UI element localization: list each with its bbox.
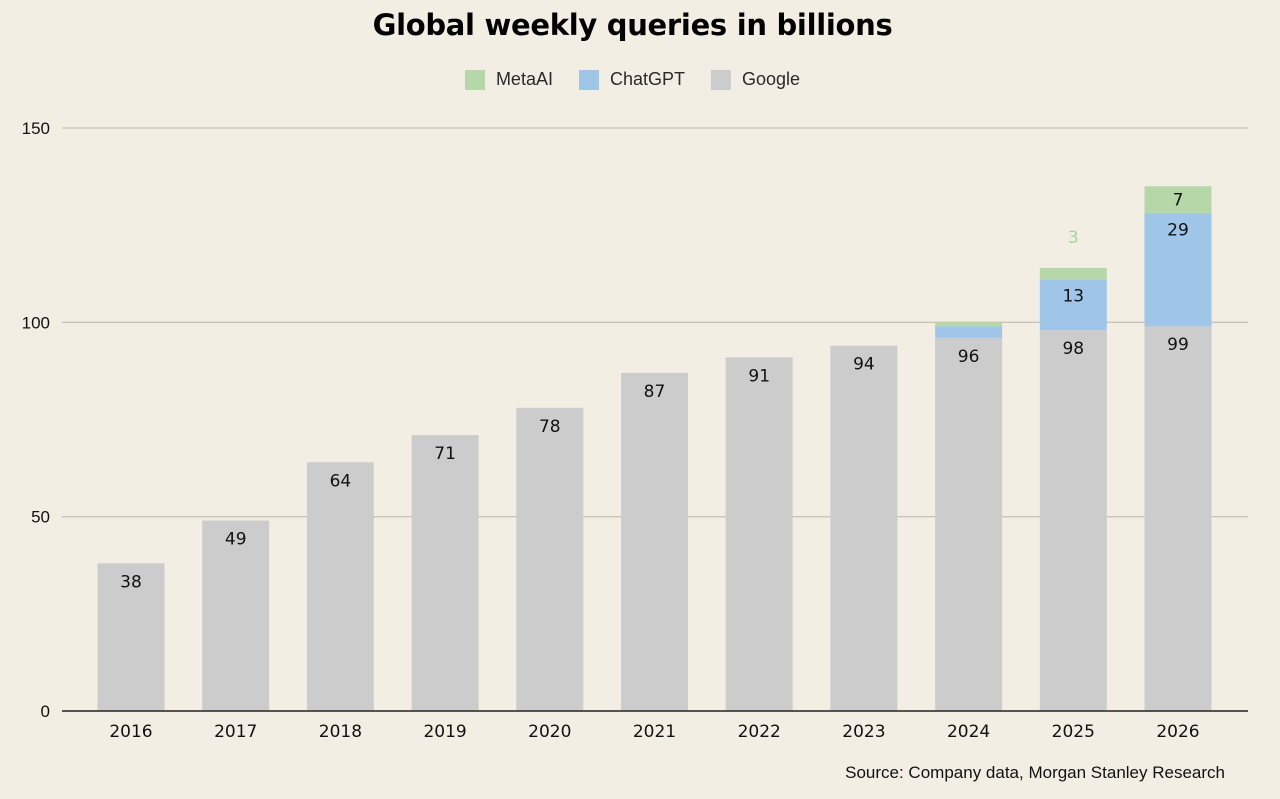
legend-item-chatgpt[interactable]: ChatGPT	[578, 69, 685, 90]
x-tick-label-2025: 2025	[1052, 722, 1095, 742]
data-label-google-2020: 78	[539, 417, 561, 437]
bar-google-2025	[1039, 330, 1107, 711]
data-label-google-2026: 99	[1167, 335, 1189, 355]
legend-swatch-metaai	[464, 69, 485, 90]
data-label-google-2019: 71	[434, 444, 456, 464]
data-label-google-2021: 87	[644, 382, 666, 402]
legend-swatch-chatgpt	[578, 69, 599, 90]
chart-title: Global weekly queries in billions	[372, 8, 893, 42]
data-label-google-2018: 64	[330, 471, 352, 491]
x-tick-label-2017: 2017	[214, 722, 257, 742]
legend-item-google[interactable]: Google	[711, 69, 800, 90]
bar-google-2017	[202, 520, 270, 711]
x-tick-label-2019: 2019	[423, 722, 466, 742]
x-tick-label-2016: 2016	[109, 722, 152, 742]
data-label-metaai-2025: 3	[1068, 228, 1079, 248]
bar-google-2020	[516, 407, 584, 711]
data-label-google-2024: 96	[958, 347, 980, 367]
bar-google-2024	[935, 337, 1003, 711]
legend-label-metaai: MetaAI	[495, 69, 553, 89]
y-tick-label: 100	[22, 313, 50, 332]
x-tick-label-2021: 2021	[633, 722, 676, 742]
y-tick-label: 50	[31, 508, 50, 527]
bar-metaai-2025	[1039, 267, 1107, 280]
source-note: Source: Company data, Morgan Stanley Res…	[845, 763, 1225, 782]
data-label-metaai-2026: 7	[1173, 190, 1184, 210]
legend-label-google: Google	[742, 69, 801, 89]
data-label-google-2016: 38	[120, 572, 142, 592]
data-label-google-2023: 94	[853, 355, 875, 375]
legend-swatch-google	[711, 69, 731, 90]
legend: MetaAI ChatGPT Google	[0, 69, 1265, 90]
x-tick-label-2024: 2024	[947, 722, 990, 742]
bar-google-2019	[411, 435, 479, 711]
bar-google-2022	[725, 357, 793, 711]
bar-google-2026	[1144, 326, 1212, 711]
bar-google-2018	[306, 462, 374, 711]
bar-chatgpt-2026	[1144, 213, 1212, 327]
y-tick-label: 0	[41, 702, 50, 721]
legend-item-metaai[interactable]: MetaAI	[464, 69, 553, 90]
bar-metaai-2024	[935, 322, 1003, 327]
data-label-chatgpt-2025: 13	[1062, 287, 1084, 307]
x-tick-label-2022: 2022	[738, 722, 781, 742]
bar-google-2023	[830, 345, 898, 711]
y-tick-label: 150	[22, 119, 50, 138]
data-label-google-2022: 91	[748, 366, 770, 386]
bar-metaai-2026	[1144, 186, 1212, 214]
x-tick-label-2023: 2023	[842, 722, 885, 742]
legend-label-chatgpt: ChatGPT	[609, 69, 685, 89]
data-label-google-2025: 98	[1062, 339, 1084, 359]
x-tick-label-2018: 2018	[319, 722, 362, 742]
bar-google-2021	[621, 372, 688, 711]
bar-chatgpt-2024	[935, 326, 1003, 338]
bar-google-2016	[97, 563, 165, 711]
bar-chatgpt-2025	[1039, 279, 1107, 331]
x-tick-label-2020: 2020	[528, 722, 571, 742]
data-label-google-2017: 49	[225, 530, 247, 550]
data-label-chatgpt-2026: 29	[1167, 221, 1189, 241]
x-tick-label-2026: 2026	[1156, 722, 1199, 742]
